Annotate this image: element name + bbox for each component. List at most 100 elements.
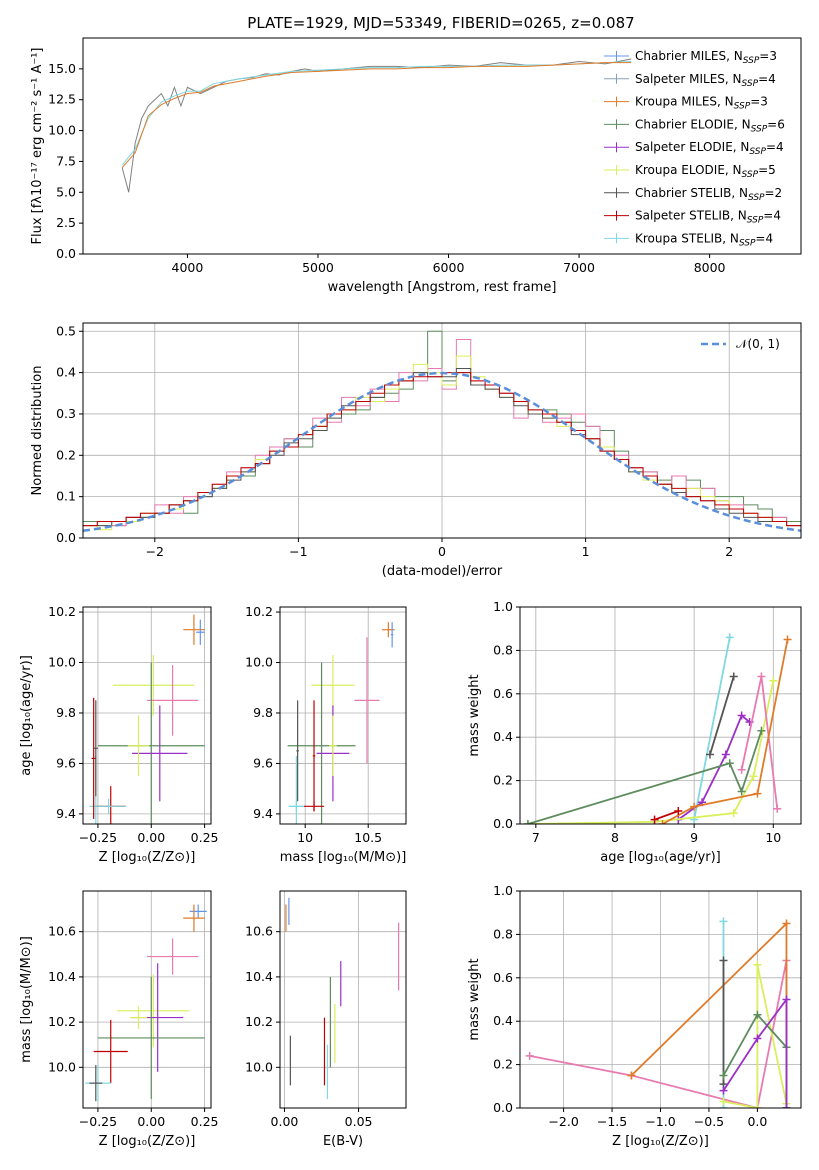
ytick-label: 0.0: [56, 246, 76, 261]
xtick-label: −1: [289, 544, 307, 559]
axes-frame: [519, 606, 802, 825]
series-marker-1: [729, 672, 738, 681]
ytick-label: 10.0: [245, 655, 273, 670]
series-marker-3: [719, 956, 728, 965]
ytick-label: 9.4: [253, 806, 273, 821]
plot-area: [121, 58, 632, 193]
ytick-label: 0.2: [493, 773, 513, 788]
series-marker-3: [769, 676, 778, 685]
series-line-7: [654, 810, 679, 821]
series-marker-2: [719, 917, 728, 926]
series-marker-5: [773, 804, 782, 813]
ytick-label: 10.2: [48, 1014, 76, 1029]
ytick-label: 10.2: [245, 1014, 273, 1029]
xtick-label: 8000: [694, 260, 726, 275]
xtick-label: 10.5: [354, 830, 382, 845]
ytick-label: 0.2: [493, 1057, 513, 1072]
plot-area: [525, 917, 791, 1108]
series-marker-2: [721, 750, 730, 759]
panel-mass-vs-EBV: 0.00 0.05 10.0 10.2 10.4 10.6 E(B-V): [245, 890, 407, 1149]
xtick-label: −2: [146, 544, 164, 559]
ytick-label: 10.2: [48, 604, 76, 619]
plot-area: [85, 904, 207, 1102]
panel-residuals: 𝒩(0, 1) −2 −1 0 1 2 0.0 0.1 0.2 0.3 0.4 0.5 (data-mo…: [30, 322, 802, 579]
series-marker-7: [650, 815, 659, 824]
series-marker-6: [690, 802, 699, 811]
panel-spectrum: 4000 5000 6000 7000 8000 0.0 2.5 5.0 7.5 10.0 12.5…: [30, 37, 802, 295]
x-axis-label: age [log₁₀(age/yr)]: [600, 850, 721, 865]
series-line-4: [527, 730, 763, 824]
y-axis-label: mass weight: [467, 674, 482, 756]
xtick-label: 10: [297, 830, 313, 845]
series-marker-6: [782, 995, 791, 1004]
plot-area: [523, 633, 792, 824]
ytick-label: 12.5: [48, 92, 76, 107]
ytick-label: 0.6: [493, 686, 513, 701]
series-line-0: [529, 960, 788, 1108]
ytick-label: 9.8: [253, 705, 273, 720]
series-marker-6: [782, 1104, 791, 1108]
series-marker-5: [737, 765, 746, 774]
x-axis-label: wavelength [Angstrom, rest frame]: [328, 280, 557, 295]
xtick-label: −0.25: [79, 1114, 117, 1129]
panel-weight-vs-Z: −2.0 −1.5 −1.0 −0.5 0.0 0.0 0.2 0.4 0.6 0.8 1.0 Z […: [467, 883, 802, 1149]
legend-label: Chabrier STELIB, NSSP=2: [635, 186, 782, 203]
series-line-1: [121, 60, 632, 166]
xtick-label: 4000: [172, 260, 204, 275]
ytick-label: 0.8: [493, 926, 513, 941]
plot-area: [287, 622, 395, 824]
series-marker-4: [753, 960, 762, 969]
ytick-label: 0.6: [493, 970, 513, 985]
legend-label: Salpeter MILES, NSSP=4: [635, 72, 776, 89]
x-axis-label: (data-model)/error: [382, 564, 503, 579]
y-axis-label: age [log₁₀(age/yr)]: [19, 655, 34, 776]
series-line-0: [693, 637, 731, 820]
panel-age-vs-Z: −0.25 0.00 0.25 9.4 9.6 9.8 10.0 10.2 Z [log₁₀(Z…: [19, 604, 219, 865]
axes-frame: [279, 606, 407, 825]
series-marker-6: [719, 1086, 728, 1095]
xtick-label: 0.00: [137, 830, 165, 845]
series-marker-5: [757, 672, 766, 681]
ytick-label: 0.3: [56, 406, 76, 421]
ytick-label: 10.6: [48, 924, 76, 939]
series-marker-5: [753, 1010, 762, 1019]
legend-label: Kroupa STELIB, NSSP=4: [635, 231, 773, 248]
xtick-label: −0.25: [79, 830, 117, 845]
axes-frame: [82, 890, 212, 1109]
series-marker-6: [783, 635, 792, 644]
ytick-label: 10.4: [48, 969, 76, 984]
series-marker-4: [725, 759, 734, 768]
ytick-label: 0.0: [56, 530, 76, 545]
legend-normal-label: 𝒩(0, 1): [736, 337, 780, 351]
ytick-label: 0.4: [56, 365, 76, 380]
axes-frame: [82, 606, 212, 825]
xtick-label: 10: [765, 830, 781, 845]
xtick-label: −1.5: [597, 1114, 627, 1129]
series-marker-4: [719, 1097, 728, 1106]
xtick-label: 1: [582, 544, 590, 559]
series-line-1: [709, 676, 735, 755]
series-marker-7: [674, 806, 683, 815]
ytick-label: 10.0: [245, 1059, 273, 1074]
xtick-label: 0: [438, 544, 446, 559]
ytick-label: 1.0: [493, 599, 513, 614]
ytick-label: 7.5: [56, 153, 76, 168]
xtick-label: 5000: [302, 260, 334, 275]
ytick-label: 10.4: [245, 969, 273, 984]
ytick-label: 9.8: [56, 705, 76, 720]
xtick-label: 0.00: [271, 1114, 299, 1129]
series-marker-3: [749, 772, 758, 781]
ytick-label: 0.2: [56, 447, 76, 462]
legend-label: Kroupa MILES, NSSP=3: [635, 95, 768, 112]
ytick-label: 10.6: [245, 924, 273, 939]
legend-label: Salpeter STELIB, NSSP=4: [635, 209, 781, 226]
plot-area: [89, 614, 205, 824]
series-marker-3: [729, 809, 738, 818]
series-marker-1: [782, 919, 791, 928]
x-axis-label: Z [log₁₀(Z/Z⊙)]: [99, 1134, 196, 1149]
xtick-label: 0.0: [747, 1114, 767, 1129]
legend-label: Kroupa ELODIE, NSSP=5: [635, 163, 776, 180]
series-marker-0: [525, 1051, 534, 1060]
xtick-label: 0.25: [191, 1114, 219, 1129]
ytick-label: 0.5: [56, 323, 76, 338]
